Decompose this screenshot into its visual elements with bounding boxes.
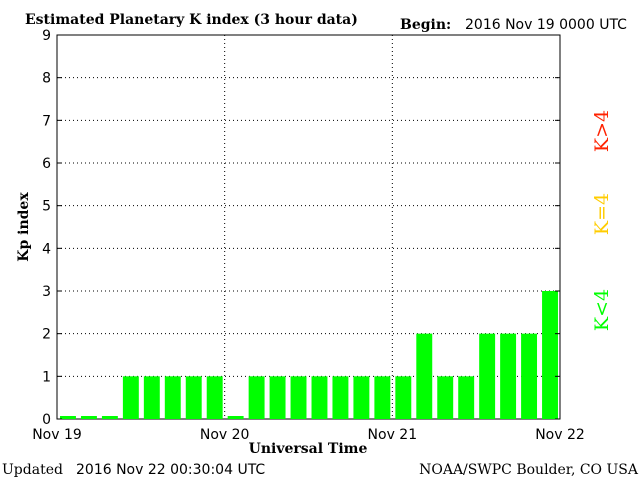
y-axis-label: Kp index	[16, 192, 32, 262]
kp-legend: K<4 K=4 K>4	[591, 110, 613, 331]
kp-bar	[80, 416, 97, 419]
kp-bar	[500, 333, 517, 419]
x-axis-ticks: Nov 19 Nov 20 Nov 21 Nov 22	[32, 427, 585, 443]
kp-bar	[227, 416, 244, 419]
y-tick-label: 5	[42, 199, 51, 215]
y-tick-label: 2	[42, 327, 51, 343]
x-tick-label: Nov 21	[368, 427, 418, 443]
kp-bar	[206, 376, 223, 419]
kp-bar	[290, 376, 307, 419]
y-tick-label: 6	[42, 156, 51, 172]
updated-value: 2016 Nov 22 00:30:04 UTC	[76, 462, 265, 478]
kp-bar	[332, 376, 349, 419]
updated-label: Updated	[2, 462, 63, 478]
y-tick-label: 8	[42, 71, 51, 87]
kp-bar	[60, 416, 76, 419]
x-tick-label: Nov 20	[200, 427, 250, 443]
kp-bar	[101, 416, 118, 419]
kp-bar	[122, 376, 139, 419]
plot-area	[56, 34, 561, 420]
kp-bar	[416, 333, 433, 419]
kp-bar	[269, 376, 286, 419]
kp-bar	[542, 291, 558, 419]
chart-title: Estimated Planetary K index (3 hour data…	[25, 12, 358, 28]
kp-bar	[248, 376, 265, 419]
kp-bar	[185, 376, 202, 419]
legend-item: K=4	[591, 193, 613, 235]
legend-item: K<4	[591, 289, 613, 331]
x-tick-label: Nov 22	[535, 427, 585, 443]
kp-bar	[437, 376, 454, 419]
y-axis-ticks: 0 1 2 3 4 5 6 7 8 9	[42, 28, 560, 428]
begin-value: 2016 Nov 19 0000 UTC	[465, 17, 627, 33]
bar-series	[60, 291, 558, 419]
kp-bar	[374, 376, 391, 419]
kp-bar	[521, 333, 538, 419]
begin-label: Begin:	[400, 17, 451, 33]
grid-lines	[57, 35, 560, 419]
y-tick-label: 7	[42, 113, 51, 129]
kp-bar	[353, 376, 370, 419]
y-tick-label: 4	[42, 241, 51, 257]
x-tick-label: Nov 19	[32, 427, 82, 443]
y-tick-label: 9	[42, 28, 51, 44]
kp-bar	[164, 376, 181, 419]
y-tick-label: 1	[42, 369, 51, 385]
kp-bar	[395, 376, 412, 419]
legend-item: K>4	[591, 110, 613, 152]
kp-bar	[479, 333, 496, 419]
x-axis-label: Universal Time	[249, 441, 368, 457]
kp-bar	[458, 376, 475, 419]
credit-text: NOAA/SWPC Boulder, CO USA	[419, 462, 639, 478]
kp-bar	[143, 376, 160, 419]
y-tick-label: 3	[42, 284, 51, 300]
y-tick-label: 0	[42, 412, 51, 428]
kp-bar	[311, 376, 328, 419]
